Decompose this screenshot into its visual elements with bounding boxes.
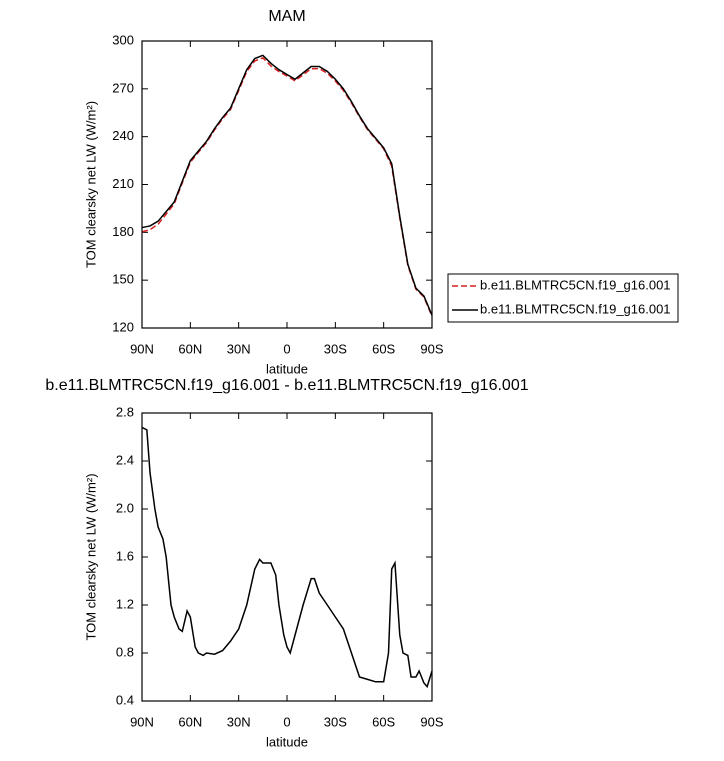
legend-label: b.e11.BLMTRC5CN.f19_g16.001 (480, 277, 671, 292)
x-axis-label: latitude (266, 361, 308, 376)
y-tick-label: 240 (112, 128, 134, 143)
x-tick-label: 90N (130, 341, 154, 356)
x-tick-label: 60N (178, 341, 202, 356)
y-tick-label: 210 (112, 176, 134, 191)
x-tick-label: 60S (372, 714, 395, 729)
x-tick-label: 30S (324, 714, 347, 729)
y-tick-label: 270 (112, 80, 134, 95)
plot-frame (141, 412, 433, 702)
x-tick-label: 90S (420, 714, 443, 729)
y-tick-label: 0.4 (116, 692, 134, 707)
y-tick-label: 1.2 (116, 596, 134, 611)
y-tick-label: 150 (112, 272, 134, 287)
data-line (141, 57, 433, 317)
x-tick-label: 30N (227, 714, 251, 729)
chart-title: b.e11.BLMTRC5CN.f19_g16.001 - b.e11.BLMT… (45, 377, 528, 394)
x-tick-label: 30S (324, 341, 347, 356)
chart-title: MAM (268, 8, 305, 25)
y-tick-label: 2.8 (116, 404, 134, 419)
plot-frame (141, 40, 433, 329)
y-tick-label: 0.8 (116, 644, 134, 659)
y-tick-label: 180 (112, 224, 134, 239)
x-tick-label: 0 (283, 341, 290, 356)
x-tick-label: 60S (372, 341, 395, 356)
y-axis-label: TOM clearsky net LW (W/m²) (83, 101, 98, 268)
x-tick-label: 90N (130, 714, 154, 729)
data-line (141, 54, 433, 316)
legend-box (447, 273, 679, 323)
x-tick-label: 0 (283, 714, 290, 729)
data-line (141, 426, 433, 689)
x-axis-label: latitude (266, 734, 308, 749)
y-tick-label: 300 (112, 32, 134, 47)
x-tick-label: 60N (178, 714, 202, 729)
x-tick-label: 30N (227, 341, 251, 356)
y-tick-label: 2.0 (116, 500, 134, 515)
y-tick-label: 2.4 (116, 452, 134, 467)
legend-label: b.e11.BLMTRC5CN.f19_g16.001 (480, 301, 671, 316)
y-axis-label: TOM clearsky net LW (W/m²) (83, 473, 98, 640)
x-tick-label: 90S (420, 341, 443, 356)
y-tick-label: 120 (112, 319, 134, 334)
y-tick-label: 1.6 (116, 548, 134, 563)
